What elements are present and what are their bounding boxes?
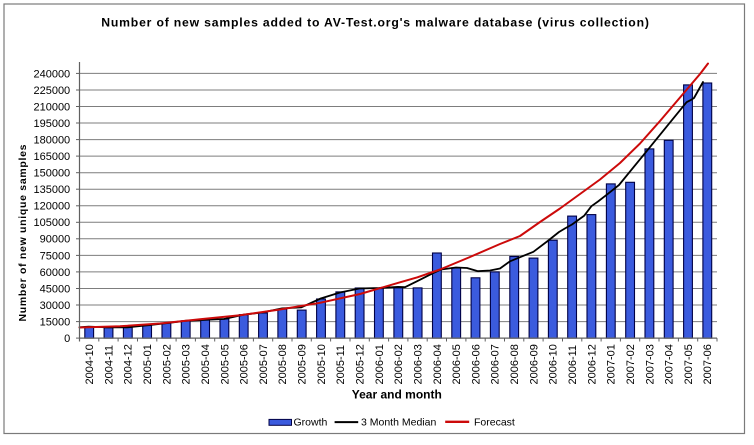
svg-text:2007-06: 2007-06	[702, 344, 714, 384]
svg-text:2006-10: 2006-10	[548, 344, 560, 384]
svg-text:75000: 75000	[40, 250, 71, 262]
svg-text:Year and month: Year and month	[352, 388, 442, 402]
svg-text:120000: 120000	[33, 201, 70, 213]
svg-text:2006-11: 2006-11	[567, 345, 579, 385]
svg-text:2005-02: 2005-02	[161, 344, 173, 384]
svg-text:2005-04: 2005-04	[200, 344, 212, 384]
svg-text:2006-05: 2006-05	[451, 344, 463, 384]
svg-text:2005-08: 2005-08	[277, 344, 289, 384]
svg-text:15000: 15000	[40, 317, 71, 329]
svg-text:2006-04: 2006-04	[432, 344, 444, 384]
svg-text:210000: 210000	[33, 101, 70, 113]
svg-text:2005-05: 2005-05	[219, 344, 231, 384]
svg-text:2007-04: 2007-04	[664, 344, 676, 384]
svg-text:2006-08: 2006-08	[509, 344, 521, 384]
svg-text:2007-01: 2007-01	[606, 344, 618, 384]
svg-text:150000: 150000	[33, 168, 70, 180]
svg-text:105000: 105000	[33, 217, 70, 229]
svg-text:Number of new samples added to: Number of new samples added to AV-Test.o…	[101, 16, 649, 30]
svg-text:2006-12: 2006-12	[586, 344, 598, 384]
svg-text:2007-05: 2007-05	[683, 344, 695, 384]
svg-text:90000: 90000	[40, 234, 71, 246]
svg-text:2005-03: 2005-03	[181, 344, 193, 384]
svg-text:180000: 180000	[33, 135, 70, 147]
svg-text:2005-10: 2005-10	[316, 344, 328, 384]
svg-text:3 Month Median: 3 Month Median	[361, 416, 436, 428]
svg-text:Number of new unique samples: Number of new unique samples	[17, 144, 29, 322]
svg-text:30000: 30000	[40, 300, 71, 312]
svg-text:2006-03: 2006-03	[413, 344, 425, 384]
svg-text:60000: 60000	[40, 267, 71, 279]
svg-text:Forecast: Forecast	[474, 416, 515, 428]
svg-text:165000: 165000	[33, 151, 70, 163]
svg-text:195000: 195000	[33, 118, 70, 130]
svg-text:2004-12: 2004-12	[123, 344, 135, 384]
svg-text:2004-11: 2004-11	[103, 345, 115, 385]
svg-text:2006-02: 2006-02	[393, 344, 405, 384]
svg-text:Growth: Growth	[294, 416, 328, 428]
svg-text:2005-12: 2005-12	[355, 344, 367, 384]
svg-text:2005-11: 2005-11	[335, 345, 347, 385]
svg-text:2006-09: 2006-09	[528, 344, 540, 384]
svg-text:135000: 135000	[33, 184, 70, 196]
svg-text:2005-06: 2005-06	[239, 344, 251, 384]
svg-text:2005-09: 2005-09	[297, 344, 309, 384]
svg-text:2007-02: 2007-02	[625, 344, 637, 384]
svg-text:2006-06: 2006-06	[470, 344, 482, 384]
svg-text:2005-01: 2005-01	[142, 344, 154, 384]
svg-text:2006-01: 2006-01	[374, 344, 386, 384]
svg-text:2007-03: 2007-03	[644, 344, 656, 384]
svg-text:2005-07: 2005-07	[258, 344, 270, 384]
svg-text:225000: 225000	[33, 85, 70, 97]
svg-text:2004-10: 2004-10	[84, 344, 96, 384]
svg-text:45000: 45000	[40, 283, 71, 295]
svg-text:0: 0	[64, 333, 70, 345]
svg-text:2006-07: 2006-07	[490, 344, 502, 384]
svg-text:240000: 240000	[33, 68, 70, 80]
